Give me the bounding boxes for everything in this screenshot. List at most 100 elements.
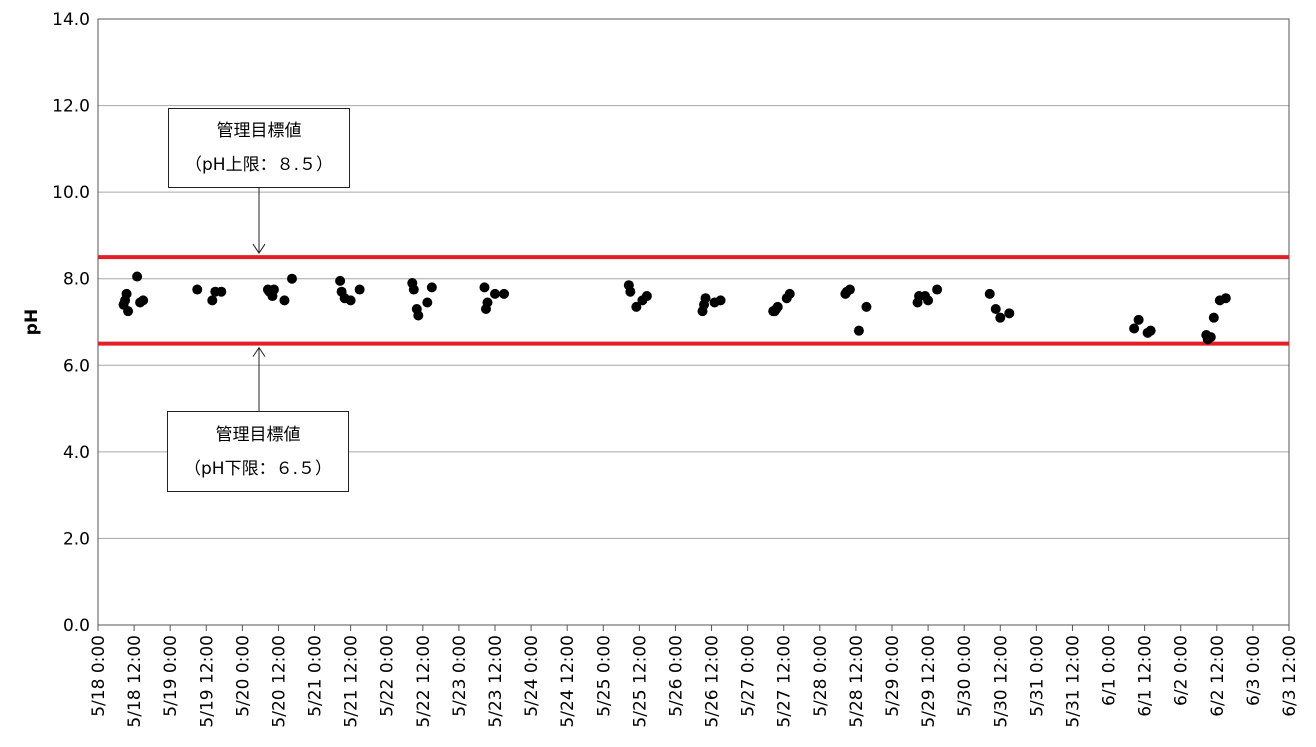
- x-tick-label: 5/21 0:00: [306, 635, 326, 717]
- data-point: [1208, 312, 1219, 323]
- x-tick-label: 5/22 0:00: [378, 635, 398, 717]
- data-point: [923, 295, 934, 306]
- data-point: [990, 304, 1001, 315]
- data-point: [490, 288, 500, 299]
- data-point: [625, 286, 636, 297]
- data-point: [995, 312, 1006, 323]
- x-tick-label: 5/27 0:00: [739, 635, 759, 717]
- y-tick-label: 14.0: [52, 10, 90, 30]
- data-point: [932, 284, 943, 295]
- x-tick-label: 6/2 0:00: [1172, 635, 1192, 706]
- x-tick-label: 5/18 0:00: [89, 635, 109, 717]
- x-tick-label: 5/23 0:00: [450, 635, 470, 717]
- x-tick-label: 6/2 12:00: [1208, 635, 1228, 717]
- upper-arrow-head: [252, 243, 266, 254]
- data-point: [207, 295, 218, 306]
- data-point: [1220, 293, 1231, 304]
- x-tick-label: 5/22 12:00: [414, 635, 434, 728]
- annotation-arrows: [252, 188, 266, 411]
- data-point: [479, 282, 490, 293]
- x-tick-label: 5/20 0:00: [233, 635, 253, 717]
- data-point: [1129, 323, 1140, 334]
- data-point: [192, 284, 203, 295]
- data-point: [345, 295, 356, 306]
- y-tick-label: 2.0: [63, 529, 90, 549]
- lower-annotation-value: （pH下限：６.５）: [184, 459, 332, 479]
- x-tick-label: 5/30 12:00: [991, 635, 1011, 728]
- x-tick-label: 5/23 12:00: [486, 635, 506, 728]
- data-point: [1004, 308, 1015, 319]
- data-point: [121, 288, 132, 299]
- x-tick-label: 5/27 12:00: [775, 635, 795, 728]
- x-tick-label: 6/3 0:00: [1244, 635, 1264, 706]
- data-point: [123, 306, 134, 317]
- y-tick-label: 12.0: [52, 97, 90, 117]
- data-point: [772, 301, 783, 312]
- y-tick-label: 8.0: [63, 270, 90, 290]
- data-point: [700, 293, 711, 304]
- x-tick-label: 5/29 12:00: [919, 635, 939, 728]
- data-point: [482, 297, 493, 308]
- x-tick-label: 5/30 0:00: [955, 635, 975, 717]
- x-tick-label: 6/1 12:00: [1136, 635, 1156, 717]
- data-point: [413, 310, 424, 321]
- data-point: [641, 291, 652, 302]
- x-tick-label: 5/24 0:00: [522, 635, 542, 717]
- x-tick-label: 5/28 0:00: [811, 635, 831, 717]
- reference-lines: [98, 255, 1289, 346]
- x-tick-label: 5/25 0:00: [594, 635, 614, 717]
- x-tick-label: 5/31 0:00: [1027, 635, 1047, 717]
- y-axis-label: pH: [22, 309, 42, 335]
- x-tick-label: 5/25 12:00: [630, 635, 650, 728]
- data-point: [844, 284, 855, 295]
- lower-arrow-head: [252, 346, 266, 357]
- plot-area-border: [97, 18, 1290, 626]
- x-tick-label: 6/3 12:00: [1280, 635, 1300, 717]
- x-tick-label: 5/29 0:00: [883, 635, 903, 717]
- data-point: [426, 282, 437, 293]
- data-point: [286, 273, 297, 284]
- x-tick-label: 5/19 0:00: [161, 635, 181, 717]
- x-tick-label: 5/20 12:00: [269, 635, 289, 728]
- data-point: [216, 286, 227, 297]
- lower-limit-annotation: 管理目標値 （pH下限：６.５）: [167, 411, 349, 492]
- x-axis-ticks: [97, 625, 1290, 631]
- data-point: [631, 301, 642, 312]
- data-point: [354, 284, 365, 295]
- data-points: [118, 271, 1231, 345]
- y-tick-label: 0.0: [63, 616, 90, 636]
- y-axis-tick-labels: 0.0 2.0 4.0 6.0 8.0 10.0 12.0 14.0: [52, 10, 90, 636]
- x-axis-tick-labels: 5/18 0:00 5/18 12:00 5/19 0:00 5/19 12:00 5/…: [89, 635, 1300, 728]
- data-point: [499, 288, 510, 299]
- upper-annotation-title: 管理目標値: [216, 121, 302, 141]
- upper-annotation-value: （pH上限：８.５）: [185, 155, 333, 175]
- x-tick-label: 5/21 12:00: [342, 635, 362, 728]
- y-tick-label: 10.0: [52, 183, 90, 203]
- data-point: [715, 295, 726, 306]
- data-point: [335, 275, 346, 286]
- data-point: [1133, 314, 1144, 325]
- x-tick-label: 5/28 12:00: [847, 635, 867, 728]
- data-point: [853, 325, 864, 336]
- y-tick-label: 6.0: [63, 356, 90, 376]
- x-tick-label: 5/18 12:00: [125, 635, 145, 728]
- x-tick-label: 5/31 12:00: [1063, 635, 1083, 728]
- upper-limit-annotation: 管理目標値 （pH上限：８.５）: [168, 108, 350, 188]
- lower-annotation-title: 管理目標値: [215, 425, 301, 445]
- data-point: [984, 288, 995, 299]
- data-point: [408, 284, 419, 295]
- data-point: [422, 297, 433, 308]
- data-point: [132, 271, 143, 282]
- data-point: [861, 301, 872, 312]
- y-tick-label: 4.0: [63, 443, 90, 463]
- x-tick-label: 5/26 12:00: [703, 635, 723, 728]
- data-point: [268, 284, 279, 295]
- x-tick-label: 5/19 12:00: [197, 635, 217, 728]
- x-tick-label: 5/26 0:00: [666, 635, 686, 717]
- x-tick-label: 6/1 0:00: [1100, 635, 1120, 706]
- x-tick-label: 5/24 12:00: [558, 635, 578, 728]
- data-point: [138, 295, 149, 306]
- data-point: [1205, 332, 1216, 343]
- data-point: [784, 288, 795, 299]
